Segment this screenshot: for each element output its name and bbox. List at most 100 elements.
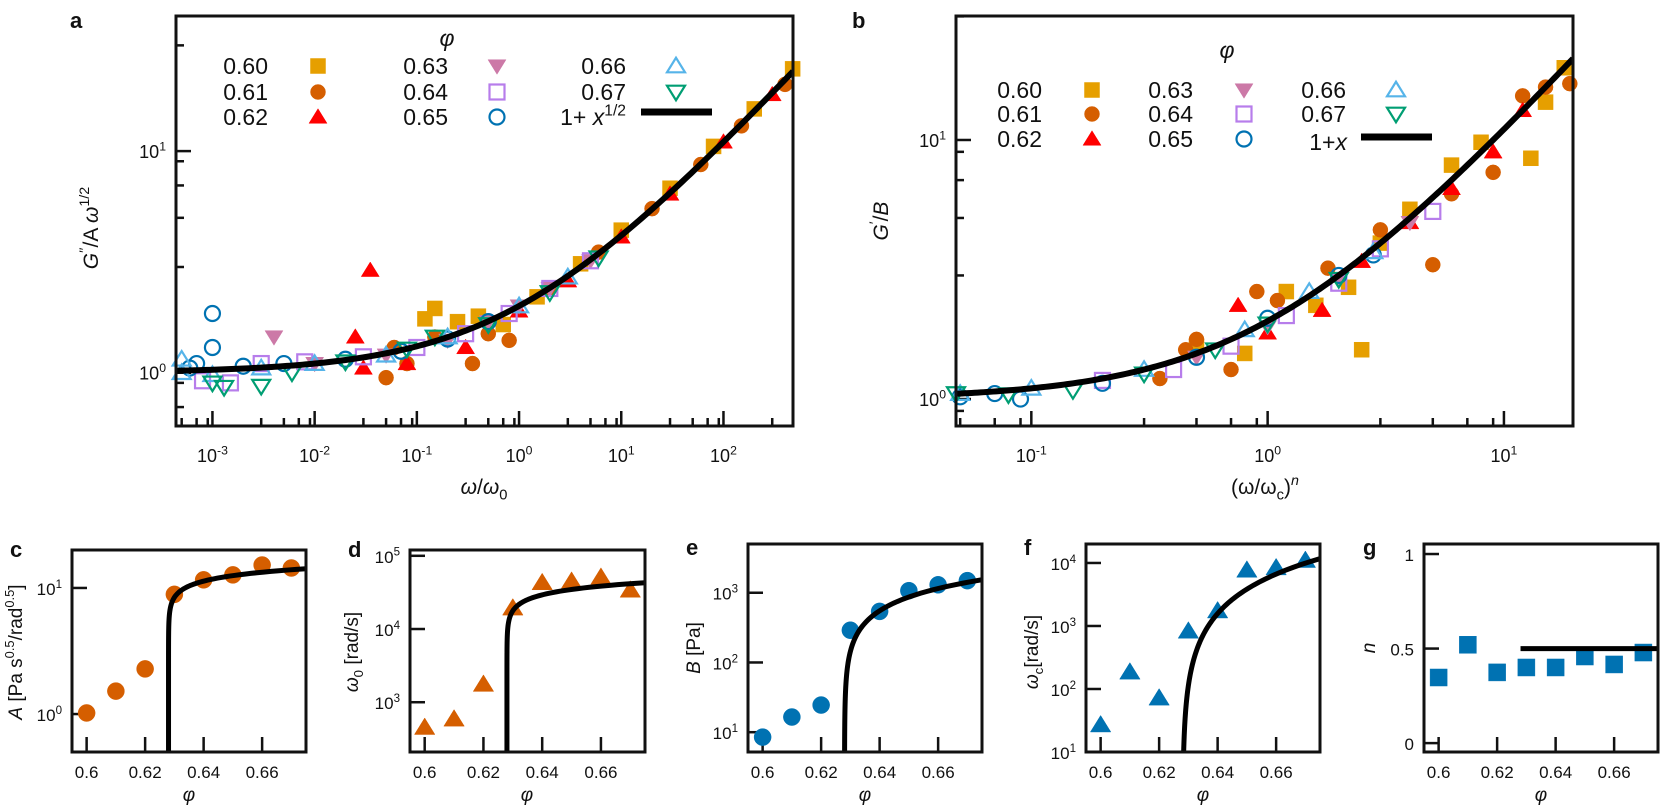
plot-frame (174, 14, 795, 428)
data-point-0.62 (360, 261, 380, 277)
x-tick-label: 0.62 (467, 763, 500, 782)
legend-label: 0.64 (1148, 101, 1193, 127)
panel-f: f 0.6 0.62 0.64 0.66 101 102 103 104 φ ωc[rad/s] (1022, 535, 1322, 806)
legend-fit-label: 1+ x1/2 (560, 102, 626, 130)
legend-label: 0.60 (223, 53, 268, 79)
panel-e: e 0.6 0.62 0.64 0.66 101 102 103 φ B [Pa] (684, 535, 984, 806)
data-points (414, 567, 641, 735)
y-tick-label: 103 (1051, 617, 1076, 637)
panel-g: g 0.6 0.62 0.64 0.66 0 0.5 1 φ n (1359, 535, 1660, 806)
panel-letter-b: b (852, 8, 865, 33)
legend-item-fit: 1+ x1/2 (560, 102, 712, 130)
legend-label: 0.63 (403, 53, 448, 79)
legend-marker-0.64 (488, 83, 506, 101)
legend-marker-0.67 (665, 84, 687, 103)
x-axis-label: φ (1535, 785, 1547, 806)
legend-marker-0.66 (665, 55, 687, 74)
fit-curve (956, 56, 1573, 397)
y-tick-label: 101 (1051, 743, 1076, 763)
legend-marker-0.65 (488, 108, 506, 126)
fit-curve (176, 69, 793, 374)
x-tick-label: 10-3 (197, 443, 228, 466)
plot-frame (1084, 542, 1322, 754)
data-point-0.62 (1228, 296, 1248, 312)
data-point-0.61 (1372, 222, 1389, 238)
plot-frame (1422, 542, 1660, 754)
data-point-0.62 (1312, 301, 1332, 317)
data-point (619, 580, 641, 598)
data-point (1488, 663, 1506, 682)
y-tick-label: 103 (713, 584, 738, 604)
data-point (1546, 658, 1565, 677)
legend-title: φ (439, 25, 454, 51)
x-tick-label: 0.6 (1427, 763, 1451, 782)
data-point (590, 567, 612, 585)
legend-label: 0.60 (997, 77, 1042, 103)
x-axis-label: φ (859, 785, 871, 806)
legend-marker-0.66 (1385, 79, 1407, 98)
x-tick-label: 0.6 (75, 763, 99, 782)
data-point-0.61 (1152, 370, 1168, 387)
y-axis-label: ωc[rad/s] (1022, 615, 1046, 689)
data-point-0.61 (501, 332, 517, 349)
data-point-0.64 (252, 354, 270, 373)
data-point-0.64 (1424, 202, 1442, 221)
legend-marker-0.63 (1234, 83, 1254, 99)
legend-marker-0.63 (487, 59, 507, 75)
fit-curve (842, 577, 982, 752)
data-point-0.61 (1269, 292, 1286, 309)
y-tick-label: 101 (139, 140, 166, 163)
legend-item-fit: 1+x (1309, 129, 1432, 155)
x-tick-label: 0.6 (1089, 763, 1113, 782)
legend-marker-0.61 (1084, 106, 1100, 122)
legend-marker-0.60 (310, 58, 326, 74)
data-point-0.61 (1223, 361, 1239, 378)
legend-marker-0.62 (308, 108, 328, 124)
legend-label: 0.63 (1148, 77, 1193, 103)
legend-item: 0.61 (223, 79, 326, 105)
x-axis-label: φ (1197, 785, 1209, 806)
legend-marker-0.61 (310, 84, 326, 100)
data-point (531, 572, 553, 591)
data-point-0.61 (1249, 283, 1265, 300)
legend-item: 0.65 (403, 104, 506, 130)
y-axis-label: G′′/A ω1/2 (77, 187, 103, 269)
plot-frame (408, 548, 647, 754)
x-tick-label: 0.6 (413, 763, 437, 782)
y-axis-label: n (1359, 643, 1380, 654)
panel-letter-c: c (10, 537, 22, 562)
data-point (560, 571, 583, 589)
panel-c: c 0.6 0.62 0.64 0.66 100 101 φ A [Pa s0.5/rad0.5… (2, 537, 308, 806)
legend-item: 0.66 (581, 53, 687, 79)
legend-item: 0.63 (1148, 77, 1254, 103)
x-tick-label: 0.64 (1539, 763, 1572, 782)
x-tick-label: 0.66 (584, 763, 617, 782)
data-point (1517, 658, 1536, 677)
data-point-0.67 (250, 378, 273, 397)
panel-letter-a: a (70, 8, 83, 33)
legend-label: 0.65 (403, 104, 448, 130)
legend-marker-0.64 (1235, 105, 1253, 123)
y-tick-label: 105 (375, 547, 400, 567)
data-point-0.60 (1537, 94, 1554, 110)
ticks (410, 554, 603, 752)
x-axis-label: ω/ω0 (461, 476, 508, 503)
x-tick-label: 0.64 (863, 763, 896, 782)
x-tick-label: 0.66 (1598, 763, 1631, 782)
legend-item: 0.67 (581, 79, 687, 105)
x-tick-label: 0.62 (1143, 763, 1176, 782)
legend-label: 0.65 (1148, 126, 1193, 152)
data-point-0.62 (345, 328, 365, 344)
panel-b: b10-1 100 101100101(ω/ωc)nG′/Bφ0.600.610.6… (852, 8, 1578, 503)
legend-label: 0.61 (997, 101, 1042, 127)
x-tick-label: 101 (608, 443, 635, 466)
data-point (1119, 662, 1141, 680)
data-point-0.61 (1425, 256, 1441, 273)
data-point (1429, 668, 1448, 687)
legend-marker-0.62 (1082, 130, 1102, 146)
y-axis-label: B [Pa] (684, 622, 705, 674)
y-tick-label: 102 (1051, 680, 1076, 700)
legend-item: 0.67 (1301, 101, 1407, 127)
legend-marker-0.67 (1385, 106, 1407, 125)
legend: φ 0.600.610.62 0.630.640.65 0.660.671+x (997, 37, 1432, 155)
